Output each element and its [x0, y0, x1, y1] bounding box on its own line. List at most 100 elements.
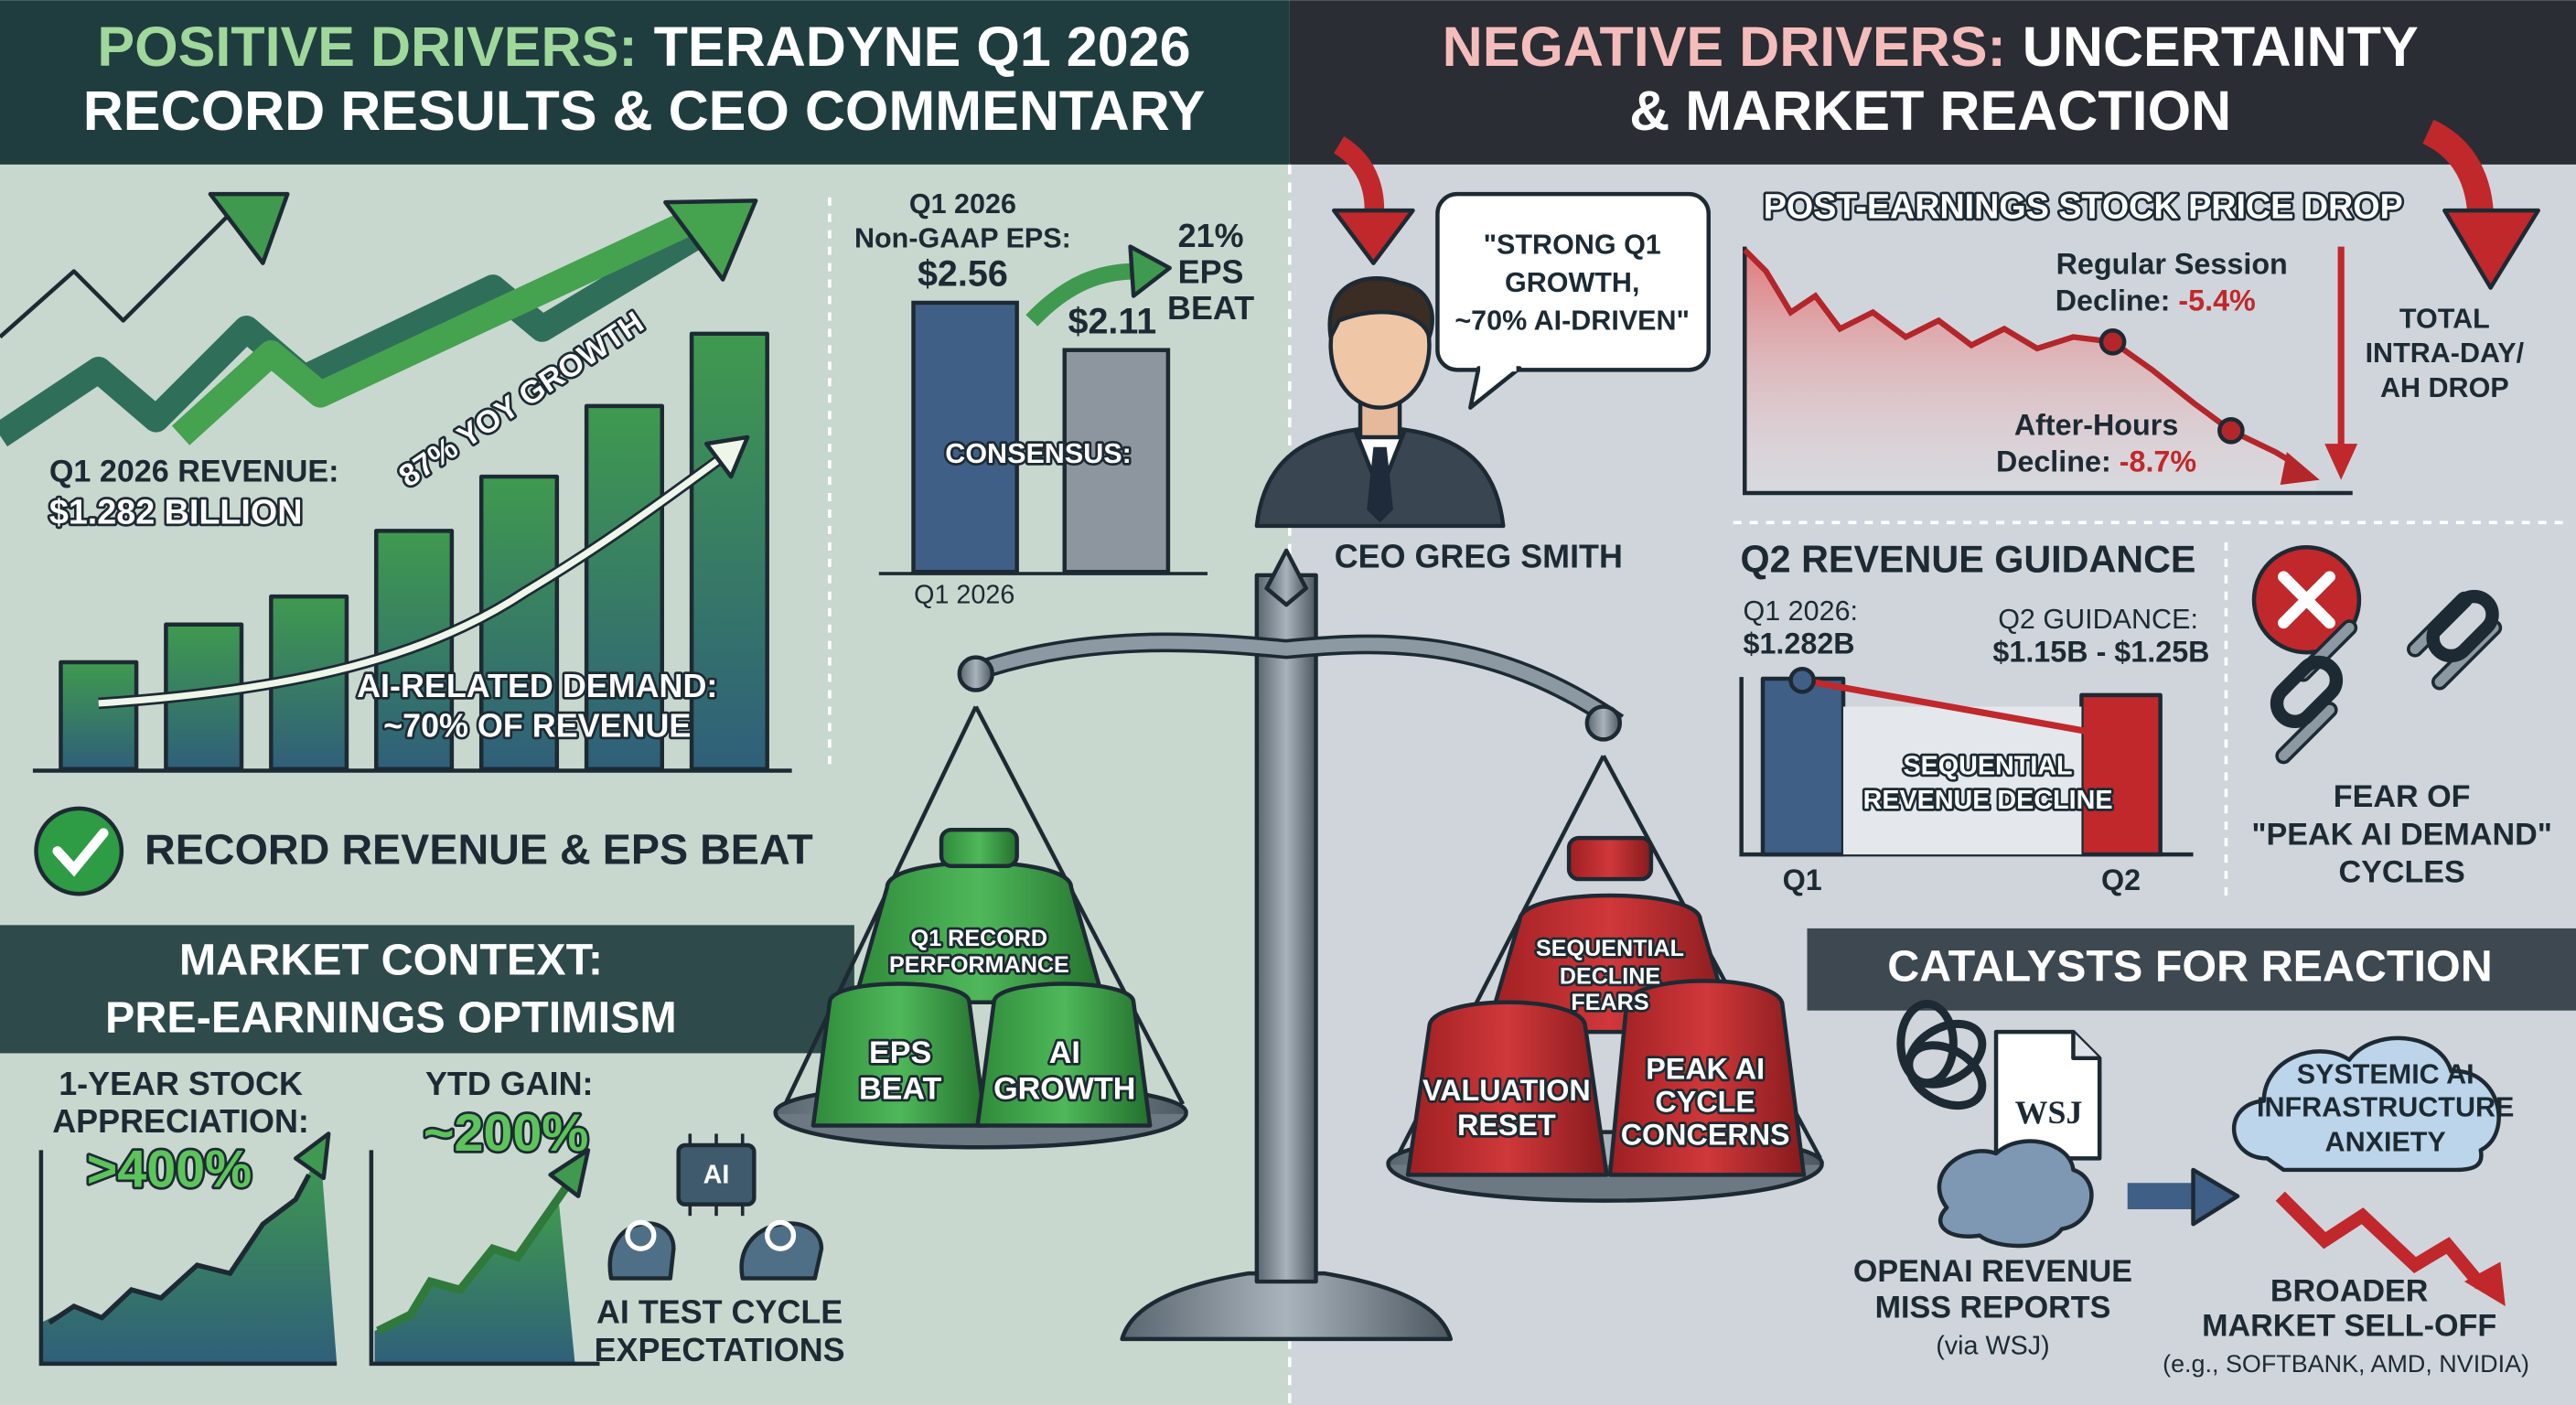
x-category: Q1: [1783, 863, 1822, 896]
beat-label: BEAT: [1167, 289, 1254, 327]
revenue-chart: [0, 191, 792, 773]
ceo-illustration-part: [1332, 208, 1415, 265]
balance-scale-part: [1566, 835, 1654, 882]
balance-scale-part: [1405, 1000, 1609, 1177]
balance-scale-part: [1120, 1271, 1454, 1342]
revenue-chart-part: [689, 331, 769, 771]
catalyst-icons-part-part: [1905, 1041, 1987, 1110]
revenue-chart-part: [0, 212, 232, 339]
catalyst-icons-part: [2191, 1167, 2240, 1227]
stock-label: APPRECIATION:: [52, 1102, 309, 1140]
regular-decline: Decline: -5.4%: [2055, 284, 2256, 316]
drop-chart-part: [2280, 452, 2320, 486]
weight-label: Q1 RECORD: [911, 926, 1047, 951]
check-label: RECORD REVENUE & EPS BEAT: [145, 826, 813, 874]
catalyst-icons-part: [1896, 1000, 1987, 1110]
guidance-chart-part: [2112, 723, 2156, 756]
balance-scale-part: [975, 981, 1153, 1128]
guidance-chart-part: [2270, 655, 2344, 728]
decline-prefix: Decline:: [1996, 445, 2111, 477]
guidance-chart-part: [2426, 589, 2499, 663]
weight-label: CYCLE: [1655, 1086, 1755, 1119]
wsj-logo: WSJ: [2015, 1094, 2083, 1131]
stock-charts-part: [48, 1174, 312, 1325]
beat-label: EPS: [1178, 253, 1244, 291]
ceo-quote: ~70% AI-DRIVEN": [1454, 305, 1690, 336]
decline-prefix: Decline:: [2055, 284, 2171, 316]
check-icon-part: [52, 828, 109, 877]
ytd-label: YTD GAIN:: [425, 1065, 594, 1102]
anxiety-label: ANXIETY: [2325, 1126, 2446, 1157]
context-title: MARKET CONTEXT:: [179, 935, 603, 984]
openai-label: OPENAI REVENUE: [1853, 1254, 2132, 1289]
check-icon: [34, 806, 124, 896]
eps-chart: $2.56 $2.11: [911, 254, 1171, 574]
selloff-label: BROADER: [2270, 1274, 2428, 1309]
revenue-chart-part: [584, 403, 664, 771]
weight-label: RESET: [1457, 1109, 1556, 1142]
eps-bar: [911, 300, 1019, 574]
stock-charts-part: [688, 1133, 745, 1217]
beat-arrow-head: [1128, 244, 1172, 298]
stock-charts-part: [40, 1150, 338, 1364]
revenue-chart-part: [269, 594, 349, 771]
selloff-label: MARKET SELL-OFF: [2202, 1308, 2496, 1343]
guidance-chart-part: [1843, 706, 2082, 855]
catalyst-icons-part: [2071, 1032, 2100, 1061]
left-title: RECORD RESULTS & CEO COMMENTARY: [83, 80, 1206, 142]
title-text: TERADYNE Q1 2026: [654, 16, 1191, 78]
catalyst-icons-part: [2231, 1035, 2501, 1173]
backgrounds-part: [1289, 0, 2576, 165]
revenue-label: Q1 2026 REVENUE:: [49, 454, 339, 488]
balance-scale-part: [939, 827, 1019, 868]
revenue-chart-part: [478, 474, 560, 771]
decline-value: -5.4%: [2178, 284, 2255, 316]
balance-scale-part: [1584, 704, 1623, 742]
ceo-name: CEO GREG SMITH: [1335, 537, 1623, 574]
eps-value-label: $2.11: [1068, 301, 1157, 341]
x-category: Q2: [2101, 863, 2141, 896]
drop-title: POST-EARNINGS STOCK PRICE DROP: [1764, 187, 2403, 225]
stock-charts-part: [369, 1150, 600, 1367]
ytd-value: ~200%: [424, 1104, 589, 1163]
balance-scale-part: [810, 981, 988, 1128]
eps-x-label: Q1 2026: [914, 581, 1014, 610]
eps-bar: [1062, 348, 1171, 574]
catalyst-icons-part: [1937, 1139, 2094, 1249]
stock-charts-part: [38, 1150, 338, 1367]
regular-label: Regular Session: [2056, 248, 2288, 281]
drop-chart-part: [2217, 416, 2245, 445]
q2-value: $1.15B - $1.25B: [1992, 636, 2209, 669]
balance-scale: [773, 548, 1824, 1342]
balance-scale-part: [1264, 548, 1308, 607]
ceo-quote: "STRONG Q1: [1484, 230, 1661, 261]
catalysts-title: CATALYSTS FOR REACTION: [1887, 942, 2493, 992]
balance-scale-part: [957, 655, 994, 692]
weight-label: BEAT: [859, 1072, 941, 1107]
context-title: PRE-EARNINGS OPTIMISM: [105, 992, 677, 1042]
balance-scale-part: [1607, 979, 1807, 1177]
ai-test-label: AI TEST CYCLE: [596, 1292, 843, 1330]
decline-label: SEQUENTIAL: [1904, 752, 2073, 781]
beat-label: 21%: [1178, 217, 1244, 254]
balance-scale-part: [1254, 573, 1318, 1284]
drop-chart-part: [1743, 246, 2353, 496]
eps-title: Non-GAAP EPS:: [854, 223, 1071, 254]
q2-label: Q2 GUIDANCE:: [1998, 604, 2198, 635]
fear-label: CYCLES: [2338, 855, 2464, 890]
weight-label: DECLINE: [1560, 963, 1660, 989]
stock-charts-part: [548, 1148, 591, 1198]
drop-chart-part: [2442, 208, 2540, 290]
drop-chart-part: [1743, 248, 2302, 469]
stock-charts-part: [376, 1184, 571, 1335]
revenue-chart-part: [98, 454, 725, 707]
openai-label: MISS REPORTS: [1875, 1291, 2111, 1325]
balance-scale-part-part: [973, 705, 1186, 1106]
source-label: (via WSJ): [1936, 1331, 2049, 1360]
anxiety-label: SYSTEMIC AI: [2297, 1059, 2474, 1090]
backgrounds-part: [1807, 928, 2576, 1011]
balance-scale-part: [967, 636, 1623, 729]
stock-charts-part: [625, 1219, 657, 1251]
backgrounds-part: [0, 0, 1290, 165]
